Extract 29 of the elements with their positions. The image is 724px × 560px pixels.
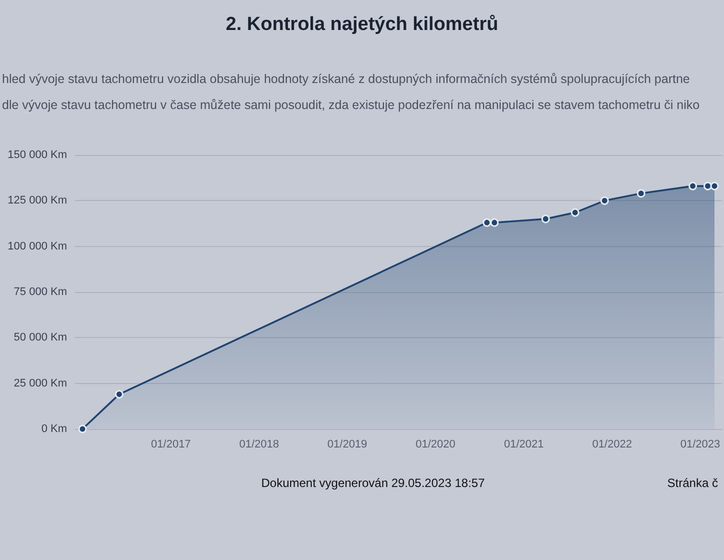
x-tick-label: 01/2019 — [327, 438, 368, 450]
point — [636, 189, 646, 198]
x-tick-label: 01/2017 — [151, 438, 191, 450]
chart-subtitle: hled vývoje stavu tachometru vozidla obsahuje hodnoty získané z dostupných informačních systémů spolupracujících partne dle vývoje stavu tachometru v čase můžete sami posoudit, zda existuje podezření na manipulaci se stavem tachometru či niko — [2, 71, 701, 114]
y-tick-label: 0 Km — [41, 423, 67, 435]
y-tick-label: 50 000 Km — [14, 332, 67, 344]
text: Dokument vygenerován 29.05.2023 18:57 — [261, 476, 485, 490]
point — [710, 182, 719, 190]
point — [482, 218, 492, 227]
point — [688, 182, 698, 190]
point — [490, 218, 499, 227]
text: Stránka č — [667, 476, 718, 490]
point — [704, 182, 712, 190]
x-tick-label: 01/2021 — [504, 438, 544, 450]
point — [600, 196, 609, 205]
y-tick-label: 125 000 Km — [8, 194, 67, 207]
point — [114, 390, 124, 399]
y-tick-label: 25 000 Km — [14, 377, 67, 390]
point — [570, 208, 580, 217]
x-tick-label: 01/2022 — [592, 438, 632, 450]
x-tick-label: 01/2018 — [239, 438, 279, 450]
point — [541, 214, 550, 224]
y-tick-label: 75 000 Km — [14, 286, 67, 298]
y-tick-label: 100 000 Km — [8, 240, 67, 252]
point — [78, 424, 87, 434]
chart-title: 2. Kontrola najetých kilometrů — [224, 14, 500, 36]
y-tick-label: 150 000 Km — [8, 149, 67, 161]
x-tick-label: 01/2023 — [680, 438, 720, 450]
x-tick-label: 01/2020 — [416, 438, 456, 450]
